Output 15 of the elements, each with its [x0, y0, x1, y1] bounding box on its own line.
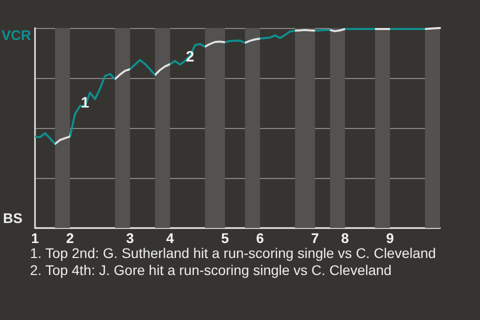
text: 1. Top 2nd: G. Sutherland hit a run-scoring single vs C. Cleveland: [30, 245, 436, 261]
text: VCR: [1, 27, 32, 43]
x-tick-label: 3: [126, 230, 134, 246]
text: 2. Top 4th: J. Gore hit a run-scoring single vs C. Cleveland: [30, 262, 392, 278]
x-tick-label: 8: [341, 230, 350, 246]
x-tick-label: 9: [386, 230, 394, 246]
text: BS: [3, 210, 22, 226]
annotation: 2: [186, 48, 194, 66]
x-tick-label: 6: [256, 230, 264, 246]
x-tick-label: 5: [221, 230, 230, 246]
x-tick-label: 7: [311, 230, 320, 246]
annotation: 1: [80, 94, 90, 112]
x-tick-label: 2: [66, 230, 74, 246]
x-tick-label: 1: [31, 230, 40, 246]
x-tick-label: 4: [166, 230, 174, 246]
